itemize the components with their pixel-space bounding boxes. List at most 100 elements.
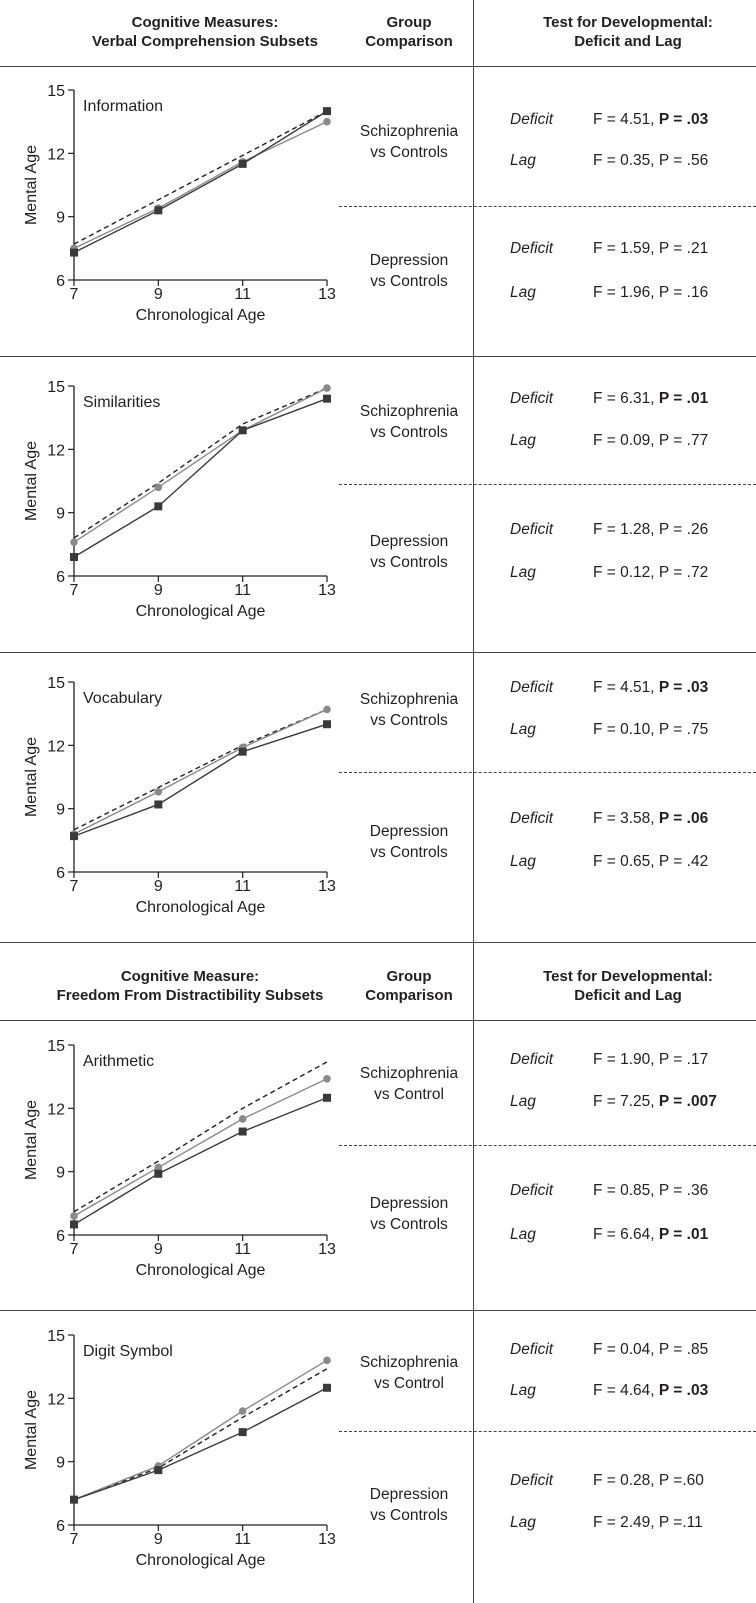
dark-series-line <box>73 1097 328 1226</box>
p-value: P =.60 <box>658 1472 704 1489</box>
y-tick-label: 12 <box>47 1101 65 1118</box>
group-vs: vs Controls <box>370 144 448 161</box>
square-point <box>323 1383 331 1392</box>
chart-title: Similarities <box>83 394 160 411</box>
row-0-group-2: Depression vs Controls <box>340 250 478 292</box>
group-vs: vs Controls <box>370 712 448 729</box>
p-value: P = .16 <box>658 284 709 301</box>
x-tick-label: 13 <box>318 1241 336 1258</box>
row-0-c0-lag-label: Lag <box>510 152 536 169</box>
x-tick-label: 11 <box>234 878 251 895</box>
f-stat: F = 0.09, <box>593 432 659 449</box>
group-header-2-line1: Group <box>386 968 432 985</box>
f-stat: F = 0.10, <box>593 721 659 738</box>
group-vs: vs Controls <box>370 424 448 441</box>
x-tick-label: 11 <box>234 286 251 303</box>
y-axis-label: Mental Age <box>23 441 40 521</box>
square-point <box>70 832 78 841</box>
x-tick-label: 7 <box>70 286 79 303</box>
f-stat: F = 4.51, <box>593 111 659 128</box>
y-tick-label: 12 <box>47 1391 65 1408</box>
x-tick-label: 7 <box>70 878 79 895</box>
y-axis-label: Mental Age <box>23 737 40 817</box>
row-3-c1-lag-value: F = 6.64, P = .01 <box>593 1226 708 1244</box>
p-value: P = .21 <box>658 240 709 257</box>
row-1-divider <box>339 484 756 485</box>
x-axis-label: Chronological Age <box>136 603 266 620</box>
group-name: Depression <box>369 1195 449 1212</box>
row-0-divider <box>339 206 756 207</box>
f-stat: F = 0.12, <box>593 564 659 581</box>
chart-digit-symbol: 6 9 12 15 7 9 11 13 Chronological Age Mental Age D… <box>23 1328 336 1569</box>
y-tick-label: 6 <box>56 1228 65 1245</box>
circle-point <box>70 1212 78 1220</box>
y-axis-label: Mental Age <box>23 1390 40 1470</box>
p-value: P = .72 <box>658 564 709 581</box>
row-2-c1-lag-label: Lag <box>510 853 536 870</box>
measure-header-2-line2: Freedom From Distractibility Subsets <box>56 987 324 1004</box>
row-0-c1-deficit-value: F = 1.59, P = .21 <box>593 240 708 258</box>
measure-header-1-line1: Cognitive Measures: <box>131 14 279 31</box>
group-vs: vs Control <box>374 1375 444 1392</box>
test-header-1-line2: Deficit and Lag <box>574 33 682 50</box>
f-stat: F = 3.58, <box>593 810 659 827</box>
circle-point <box>323 1074 331 1083</box>
row-1-group-1: Schizophrenia vs Controls <box>340 401 478 443</box>
y-tick-label: 6 <box>56 273 65 290</box>
chart-information: 6 9 12 15 7 9 11 13 Chronological Age Mental Age I… <box>23 83 336 324</box>
row-3-c1-deficit-value: F = 0.85, P = .36 <box>593 1182 708 1200</box>
f-stat: F = 1.96, <box>593 284 659 301</box>
chart-similarities: 6 9 12 15 7 9 11 13 Chronological Age Mental Age S… <box>23 379 336 620</box>
row-0-c1-deficit-label: Deficit <box>510 240 554 257</box>
group-vs: vs Control <box>374 1086 444 1103</box>
f-stat: F = 0.04, <box>593 1341 659 1358</box>
row-0-group-1: Schizophrenia vs Controls <box>340 121 478 163</box>
row-2-group-1: Schizophrenia vs Controls <box>340 689 478 731</box>
f-stat: F = 1.90, <box>593 1051 659 1068</box>
group-name: Depression <box>369 252 449 269</box>
row-3-c0-deficit-value: F = 1.90, P = .17 <box>593 1051 708 1069</box>
y-tick-label: 15 <box>47 1328 65 1345</box>
f-stat: F = 4.51, <box>593 679 659 696</box>
measure-header-2-line1: Cognitive Measure: <box>120 968 260 985</box>
y-tick-label: 12 <box>47 442 65 459</box>
x-tick-label: 9 <box>154 286 163 303</box>
row-4-group-1: Schizophrenia vs Control <box>340 1352 478 1394</box>
row-2-c0-deficit-value: F = 4.51, P = .03 <box>593 679 708 697</box>
y-tick-label: 6 <box>56 865 65 882</box>
dark-series-line <box>73 110 328 254</box>
y-tick-label: 9 <box>56 1165 65 1182</box>
measure-header-1-line2: Verbal Comprehension Subsets <box>92 33 318 50</box>
x-axis-label: Chronological Age <box>136 1262 266 1279</box>
circle-point <box>154 1163 163 1172</box>
x-tick-label: 9 <box>154 582 163 599</box>
dark-series-line <box>73 1387 328 1501</box>
y-tick-label: 15 <box>47 675 65 692</box>
group-vs: vs Controls <box>370 1216 448 1233</box>
row-2-c1-lag-value: F = 0.65, P = .42 <box>593 853 708 871</box>
group-name: Schizophrenia <box>359 691 459 708</box>
row-2-group-2: Depression vs Controls <box>340 821 478 863</box>
f-stat: F = 1.28, <box>593 521 659 538</box>
circle-point <box>70 538 78 547</box>
row-4-c1-lag-value: F = 2.49, P =.11 <box>593 1514 703 1532</box>
y-tick-label: 9 <box>56 802 65 819</box>
rule-row-3 <box>0 942 756 943</box>
rule-header-2 <box>0 1020 756 1021</box>
row-2-c1-deficit-value: F = 3.58, P = .06 <box>593 810 708 828</box>
group-header-2-line2: Comparison <box>365 987 453 1004</box>
f-stat: F = 0.85, <box>593 1182 659 1199</box>
circle-point <box>238 1115 247 1123</box>
square-point <box>154 502 163 511</box>
row-4-c0-deficit-value: F = 0.04, P = .85 <box>593 1341 708 1359</box>
f-stat: F = 6.64, <box>593 1226 659 1243</box>
group-header-1: Group Comparison <box>345 13 473 51</box>
row-1-c0-deficit-label: Deficit <box>510 390 554 407</box>
y-tick-label: 9 <box>56 1455 65 1472</box>
row-2-c1-deficit-label: Deficit <box>510 810 554 827</box>
group-vs: vs Controls <box>370 844 448 861</box>
circle-point <box>323 117 331 126</box>
test-header-1: Test for Developmental: Deficit and Lag <box>500 13 756 51</box>
f-stat: F = 0.28, <box>593 1472 659 1489</box>
square-point <box>70 248 78 257</box>
